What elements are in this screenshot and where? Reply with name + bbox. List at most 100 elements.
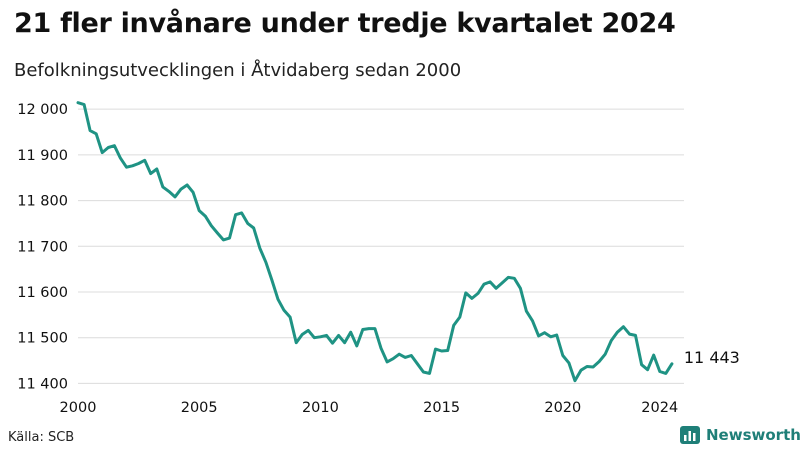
- data-point: [210, 224, 213, 227]
- data-point: [476, 292, 480, 295]
- data-point: [622, 325, 625, 328]
- data-point: [591, 365, 595, 369]
- data-point: [507, 276, 510, 279]
- data-point: [107, 146, 110, 149]
- data-point: [543, 331, 546, 334]
- data-point: [573, 379, 577, 382]
- data-point: [658, 370, 661, 373]
- data-point: [452, 324, 455, 327]
- data-point: [410, 354, 413, 357]
- x-tick-label: 2024: [641, 400, 678, 416]
- chart-title: 21 fler invånare under tredje kvartalet …: [14, 8, 676, 39]
- chart-subtitle: Befolkningsutvecklingen i Åtvidaberg sed…: [14, 60, 462, 81]
- data-point: [604, 352, 607, 356]
- data-point: [428, 372, 431, 375]
- data-point: [464, 291, 468, 295]
- x-tick-label: 2015: [423, 400, 460, 416]
- data-point: [549, 335, 552, 338]
- y-tick-label: 11 400: [17, 376, 68, 392]
- data-point: [422, 370, 425, 374]
- data-point: [488, 280, 492, 284]
- data-point: [597, 360, 601, 363]
- data-point: [404, 356, 407, 359]
- y-tick-label: 11 900: [17, 148, 68, 164]
- data-point: [228, 236, 231, 240]
- y-tick-label: 11 500: [17, 331, 68, 347]
- data-point: [634, 334, 637, 337]
- data-point: [149, 172, 152, 175]
- data-point: [628, 332, 631, 336]
- data-point: [301, 333, 304, 336]
- data-point: [82, 103, 86, 106]
- data-point: [652, 353, 655, 357]
- data-point: [88, 129, 92, 132]
- data-point: [282, 309, 286, 312]
- data-point: [446, 349, 449, 352]
- data-point: [585, 365, 589, 368]
- data-point: [185, 183, 189, 187]
- data-point: [355, 344, 358, 348]
- data-point: [482, 283, 486, 286]
- data-point: [288, 315, 292, 319]
- data-point: [198, 209, 201, 212]
- data-point: [440, 349, 443, 353]
- data-point: [519, 287, 522, 290]
- data-point: [567, 361, 571, 365]
- data-point: [349, 331, 352, 334]
- brand-name: Newsworthy: [706, 426, 800, 444]
- y-tick-label: 12 000: [17, 102, 68, 118]
- data-point: [179, 187, 183, 191]
- series-line-layer: [76, 101, 674, 383]
- data-point: [76, 101, 80, 104]
- x-tick-label: 2020: [544, 400, 581, 416]
- data-point: [513, 277, 516, 280]
- data-point: [313, 336, 316, 339]
- data-point: [458, 315, 461, 319]
- data-point: [525, 310, 528, 313]
- data-point: [270, 278, 274, 282]
- data-point: [331, 342, 334, 345]
- data-point: [113, 144, 116, 147]
- data-point: [670, 362, 674, 365]
- data-point: [131, 164, 134, 168]
- data-point: [264, 261, 268, 264]
- data-point: [361, 328, 365, 331]
- data-point: [494, 287, 498, 290]
- data-point: [258, 246, 261, 250]
- data-point: [616, 331, 619, 334]
- data-point: [155, 167, 158, 171]
- data-point: [385, 360, 389, 364]
- data-point: [167, 190, 171, 193]
- x-tick-label: 2000: [60, 400, 97, 416]
- y-tick-label: 11 800: [17, 194, 68, 210]
- data-point: [555, 333, 558, 337]
- data-point: [222, 238, 225, 242]
- bar-chart-icon: [680, 426, 700, 444]
- source-note: Källa: SCB: [8, 430, 75, 445]
- data-point: [501, 281, 504, 285]
- data-point: [234, 213, 237, 216]
- data-point: [640, 363, 643, 366]
- data-point: [307, 329, 310, 332]
- brand-logo: Newsworthy: [680, 426, 800, 444]
- data-point: [246, 222, 249, 225]
- data-point: [391, 357, 395, 360]
- data-point: [531, 319, 534, 322]
- data-point: [367, 327, 371, 330]
- data-point: [610, 339, 613, 342]
- x-tick-label: 2005: [181, 400, 218, 416]
- data-point: [276, 298, 280, 301]
- data-point: [397, 352, 401, 356]
- data-point: [143, 159, 146, 162]
- data-point: [173, 195, 177, 199]
- y-tick-label: 11 600: [17, 285, 68, 301]
- data-point: [325, 334, 328, 337]
- gridlines: [78, 108, 684, 384]
- data-point: [416, 362, 419, 365]
- data-point: [470, 297, 474, 300]
- data-point: [252, 226, 255, 230]
- data-point: [294, 341, 298, 344]
- data-point: [646, 368, 649, 371]
- x-tick-label: 2010: [302, 400, 339, 416]
